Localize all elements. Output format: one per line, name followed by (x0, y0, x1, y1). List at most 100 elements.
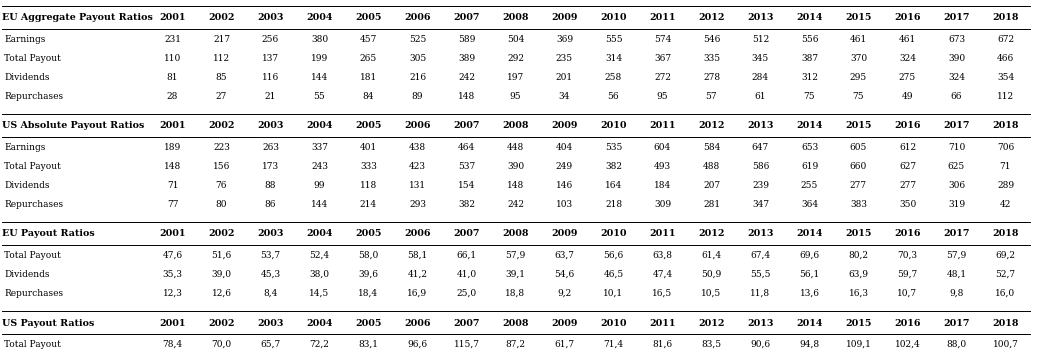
Text: 103: 103 (556, 200, 573, 209)
Text: 148: 148 (164, 162, 181, 171)
Text: 69,2: 69,2 (996, 251, 1015, 260)
Text: 47,4: 47,4 (652, 270, 673, 279)
Text: 65,7: 65,7 (260, 340, 281, 349)
Text: 154: 154 (457, 181, 475, 190)
Text: 461: 461 (850, 35, 867, 44)
Text: 10,7: 10,7 (897, 289, 918, 298)
Text: 292: 292 (507, 54, 524, 63)
Text: Earnings: Earnings (4, 35, 46, 44)
Text: 258: 258 (605, 73, 622, 82)
Text: 63,7: 63,7 (555, 251, 574, 260)
Text: 546: 546 (703, 35, 720, 44)
Text: 2018: 2018 (992, 121, 1018, 131)
Text: 2013: 2013 (748, 121, 774, 131)
Text: 181: 181 (360, 73, 377, 82)
Text: 99: 99 (314, 181, 326, 190)
Text: 535: 535 (605, 143, 622, 152)
Text: 272: 272 (654, 73, 671, 82)
Text: 21: 21 (264, 92, 276, 101)
Text: 2010: 2010 (600, 14, 626, 22)
Text: 619: 619 (801, 162, 818, 171)
Text: 2003: 2003 (257, 318, 284, 328)
Text: 305: 305 (409, 54, 426, 63)
Text: 256: 256 (262, 35, 279, 44)
Text: 653: 653 (801, 143, 818, 152)
Text: 324: 324 (948, 73, 965, 82)
Text: 35,3: 35,3 (163, 270, 183, 279)
Text: 56: 56 (608, 92, 619, 101)
Text: 2011: 2011 (649, 121, 676, 131)
Text: 52,4: 52,4 (309, 251, 330, 260)
Text: 214: 214 (360, 200, 377, 209)
Text: 2016: 2016 (894, 318, 921, 328)
Text: 71: 71 (167, 181, 178, 190)
Text: 2002: 2002 (208, 318, 234, 328)
Text: 2015: 2015 (845, 14, 872, 22)
Text: 2018: 2018 (992, 318, 1018, 328)
Text: 41,0: 41,0 (456, 270, 477, 279)
Text: 2015: 2015 (845, 230, 872, 238)
Text: 2002: 2002 (208, 121, 234, 131)
Text: Total Payout: Total Payout (4, 54, 61, 63)
Text: 45,3: 45,3 (260, 270, 281, 279)
Text: 380: 380 (311, 35, 328, 44)
Text: 115,7: 115,7 (453, 340, 479, 349)
Text: 312: 312 (801, 73, 818, 82)
Text: 2009: 2009 (552, 318, 578, 328)
Text: 9,8: 9,8 (949, 289, 963, 298)
Text: 354: 354 (997, 73, 1014, 82)
Text: 324: 324 (899, 54, 916, 63)
Text: 2005: 2005 (356, 14, 382, 22)
Text: 2009: 2009 (552, 121, 578, 131)
Text: 605: 605 (849, 143, 867, 152)
Text: 350: 350 (899, 200, 916, 209)
Text: 382: 382 (458, 200, 475, 209)
Text: 131: 131 (409, 181, 426, 190)
Text: 81: 81 (167, 73, 178, 82)
Text: 574: 574 (653, 35, 671, 44)
Text: 382: 382 (605, 162, 622, 171)
Text: 706: 706 (997, 143, 1014, 152)
Text: 63,9: 63,9 (848, 270, 869, 279)
Text: Total Payout: Total Payout (4, 251, 61, 260)
Text: 148: 148 (507, 181, 524, 190)
Text: 2001: 2001 (160, 121, 186, 131)
Text: 2012: 2012 (698, 230, 725, 238)
Text: 95: 95 (510, 92, 522, 101)
Text: 461: 461 (899, 35, 916, 44)
Text: 86: 86 (264, 200, 276, 209)
Text: 96,6: 96,6 (408, 340, 427, 349)
Text: 387: 387 (801, 54, 818, 63)
Text: 390: 390 (948, 54, 965, 63)
Text: 389: 389 (458, 54, 475, 63)
Text: 404: 404 (556, 143, 573, 152)
Text: 586: 586 (752, 162, 769, 171)
Text: 75: 75 (804, 92, 815, 101)
Text: 345: 345 (752, 54, 769, 63)
Text: 13,6: 13,6 (800, 289, 819, 298)
Text: 47,6: 47,6 (163, 251, 183, 260)
Text: 173: 173 (262, 162, 279, 171)
Text: 71,4: 71,4 (604, 340, 623, 349)
Text: 2009: 2009 (552, 14, 578, 22)
Text: 2010: 2010 (600, 230, 626, 238)
Text: 710: 710 (948, 143, 965, 152)
Text: 94,8: 94,8 (800, 340, 819, 349)
Text: 2014: 2014 (796, 318, 822, 328)
Text: 660: 660 (850, 162, 867, 171)
Text: 25,0: 25,0 (456, 289, 477, 298)
Text: 2016: 2016 (894, 14, 921, 22)
Text: 337: 337 (311, 143, 328, 152)
Text: 281: 281 (703, 200, 720, 209)
Text: 49: 49 (902, 92, 914, 101)
Text: 2002: 2002 (208, 230, 234, 238)
Text: 525: 525 (409, 35, 426, 44)
Text: 89: 89 (412, 92, 423, 101)
Text: 284: 284 (752, 73, 769, 82)
Text: 61: 61 (755, 92, 766, 101)
Text: 83,1: 83,1 (359, 340, 379, 349)
Text: 27: 27 (216, 92, 227, 101)
Text: 347: 347 (752, 200, 769, 209)
Text: US Absolute Payout Ratios: US Absolute Payout Ratios (2, 121, 144, 131)
Text: 10,1: 10,1 (604, 289, 623, 298)
